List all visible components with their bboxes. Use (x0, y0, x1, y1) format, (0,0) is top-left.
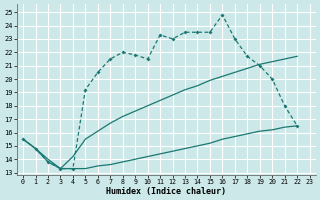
X-axis label: Humidex (Indice chaleur): Humidex (Indice chaleur) (106, 187, 226, 196)
